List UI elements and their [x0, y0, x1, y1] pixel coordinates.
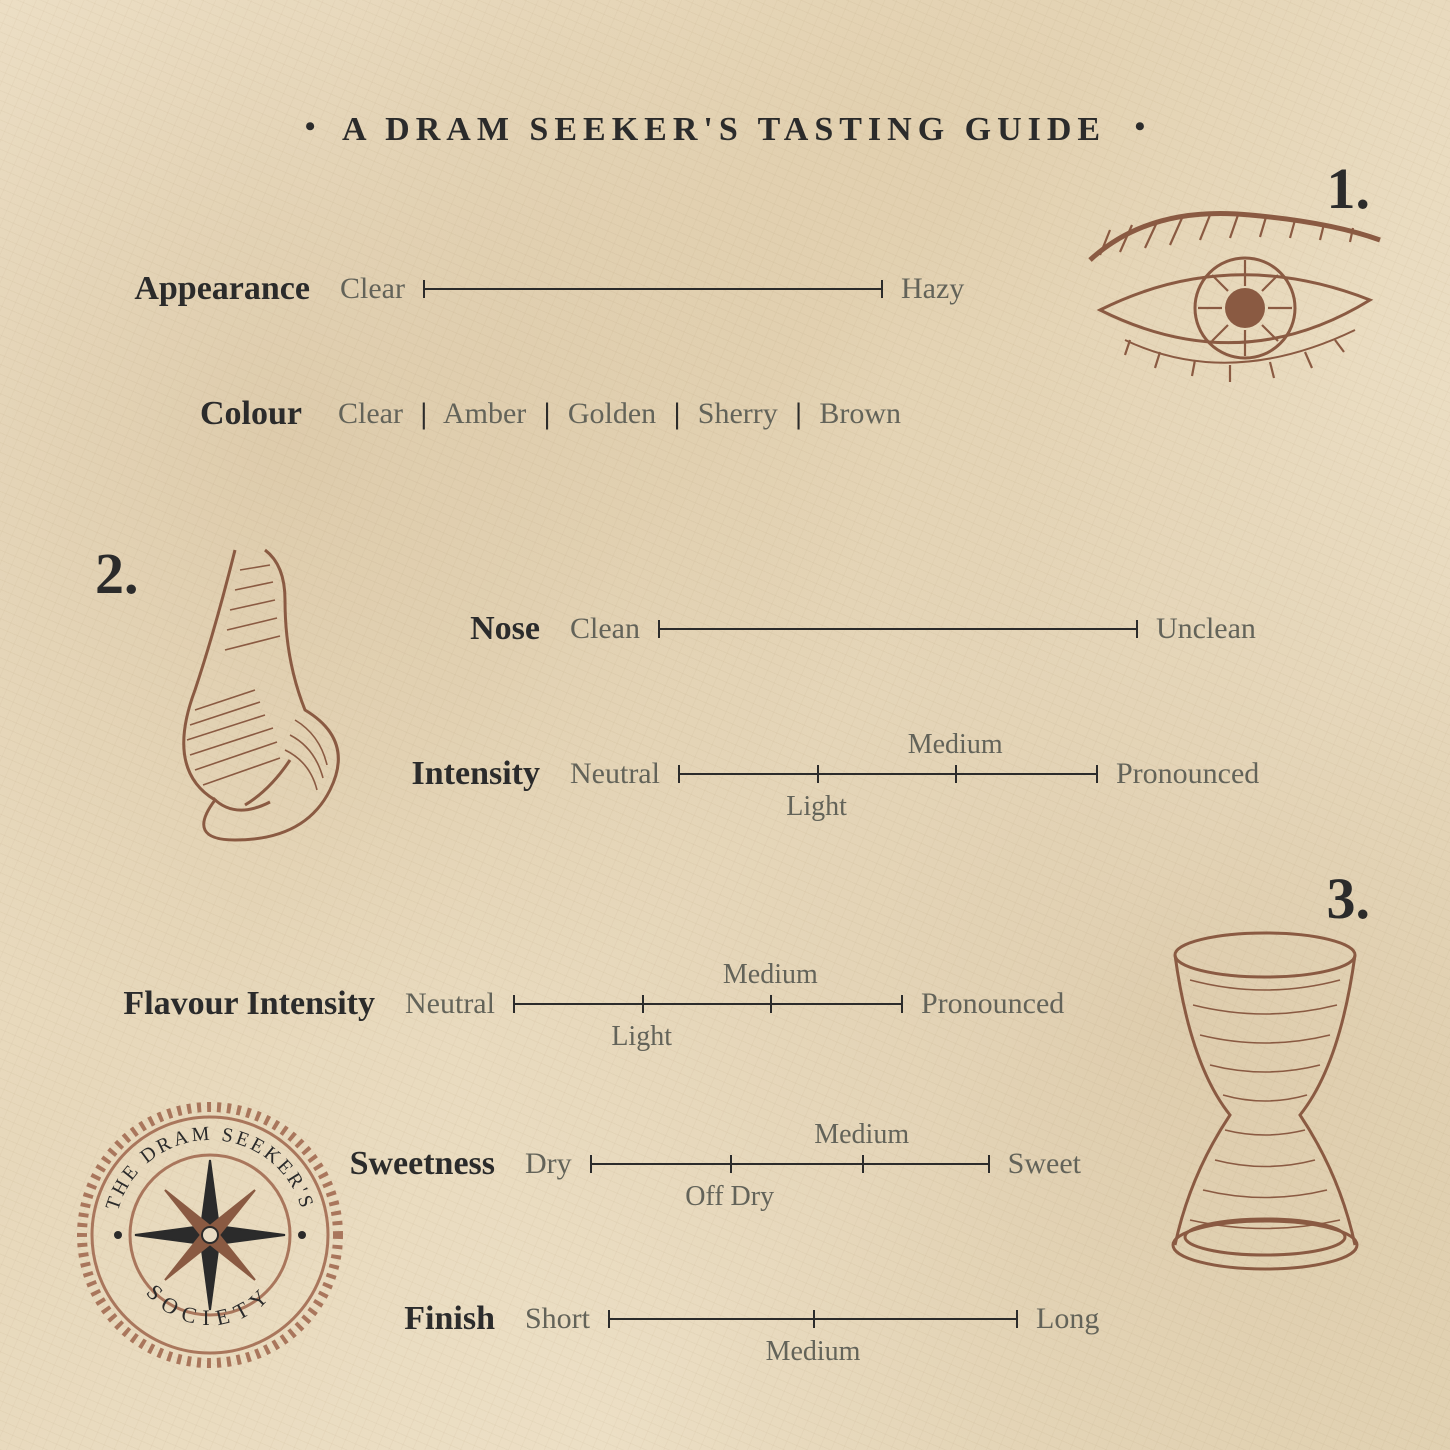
nose-left: Clean	[570, 612, 640, 646]
separator-icon: |	[544, 397, 551, 430]
intensity-scale: Light Medium	[678, 773, 1098, 775]
colour-opt: Golden	[568, 397, 656, 430]
separator-icon: |	[674, 397, 681, 430]
page-title: • A DRAM SEEKER'S TASTING GUIDE •	[0, 110, 1450, 149]
flavour-scale: Light Medium	[513, 1003, 903, 1005]
colour-opt: Amber	[443, 397, 526, 430]
flavour-label: Flavour Intensity	[75, 985, 375, 1023]
flavour-left: Neutral	[405, 987, 495, 1021]
appearance-left: Clear	[340, 272, 405, 306]
finish-row: Finish Short Medium Long	[375, 1300, 1099, 1338]
sweetness-row: Sweetness Dry Off Dry Medium Sweet	[305, 1145, 1081, 1183]
appearance-scale	[423, 288, 883, 290]
sweetness-left: Dry	[525, 1147, 572, 1181]
bullet-icon: •	[1135, 110, 1146, 143]
colour-opt: Sherry	[698, 397, 778, 430]
flavour-right: Pronounced	[921, 987, 1064, 1021]
tick-label: Medium	[908, 729, 1003, 761]
intensity-right: Pronounced	[1116, 757, 1259, 791]
intensity-label: Intensity	[370, 755, 540, 793]
flavour-row: Flavour Intensity Neutral Light Medium P…	[75, 985, 1064, 1023]
tick-label: Medium	[814, 1119, 909, 1151]
tick-label: Medium	[766, 1336, 861, 1368]
appearance-row: Appearance Clear Hazy	[90, 270, 964, 308]
finish-scale: Medium	[608, 1318, 1018, 1320]
appearance-right: Hazy	[901, 272, 964, 306]
appearance-label: Appearance	[90, 270, 310, 308]
nose-scale	[658, 628, 1138, 630]
tick-label: Light	[611, 1021, 672, 1053]
intensity-left: Neutral	[570, 757, 660, 791]
nose-right: Unclean	[1156, 612, 1256, 646]
glass-icon	[1155, 925, 1375, 1285]
colour-opt: Brown	[819, 397, 901, 430]
sweetness-scale: Off Dry Medium	[590, 1163, 990, 1165]
finish-right: Long	[1036, 1302, 1099, 1336]
section-number-3: 3.	[1327, 865, 1371, 932]
nose-label: Nose	[420, 610, 540, 648]
separator-icon: |	[420, 397, 427, 430]
tick-label: Off Dry	[685, 1181, 774, 1213]
separator-icon: |	[795, 397, 802, 430]
eye-icon	[1070, 190, 1390, 390]
society-seal-icon: THE DRAM SEEKER'S SOCIETY	[70, 1095, 350, 1375]
bullet-icon: •	[305, 110, 316, 143]
colour-row: Colour Clear | Amber | Golden | Sherry |…	[200, 395, 901, 433]
finish-left: Short	[525, 1302, 590, 1336]
intensity-row: Intensity Neutral Light Medium Pronounce…	[370, 755, 1259, 793]
tick-label: Medium	[723, 959, 818, 991]
colour-options: Clear | Amber | Golden | Sherry | Brown	[338, 397, 901, 431]
finish-label: Finish	[375, 1300, 495, 1338]
sweetness-right: Sweet	[1008, 1147, 1081, 1181]
tick-label: Light	[786, 791, 847, 823]
nose-row: Nose Clean Unclean	[420, 610, 1256, 648]
title-text: A DRAM SEEKER'S TASTING GUIDE	[342, 111, 1106, 148]
nose-icon	[95, 540, 375, 860]
colour-opt: Clear	[338, 397, 403, 430]
colour-label: Colour	[200, 395, 302, 433]
